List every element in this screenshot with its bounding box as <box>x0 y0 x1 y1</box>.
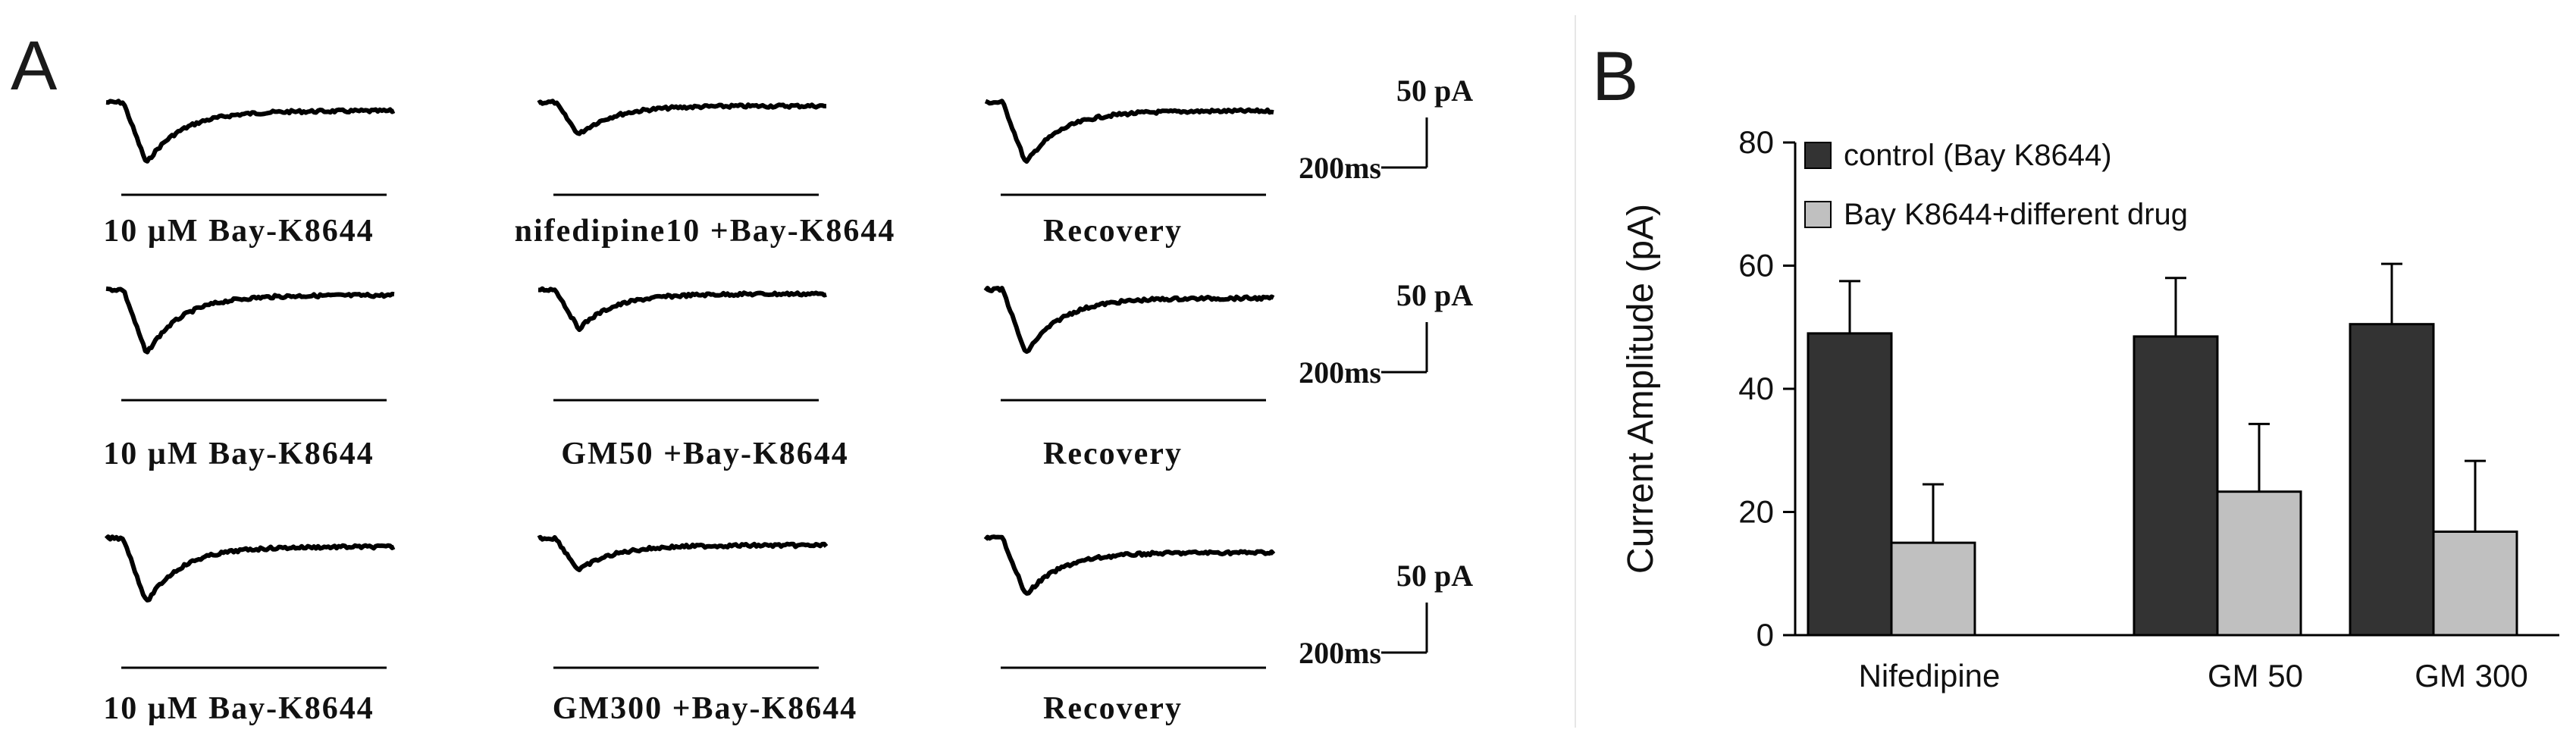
y-tick-label: 80 <box>1738 124 1774 160</box>
legend-swatch <box>1804 201 1832 228</box>
trace-label: nifedipine10 +Bay-K8644 <box>515 214 896 249</box>
current-trace <box>984 99 1274 164</box>
scale-current-label: 50 pA <box>1396 559 1473 593</box>
y-tick-label: 20 <box>1738 494 1774 530</box>
x-category-label: Nifedipine <box>1859 658 2001 693</box>
current-trace <box>537 534 829 572</box>
trace-label: 10 µM Bay-K8644 <box>103 214 374 249</box>
bar <box>2432 531 2518 637</box>
current-trace <box>537 99 827 136</box>
scale-time-label: 200ms <box>1299 636 1381 670</box>
current-traces-panel: 10 µM Bay-K8644 nifedipine10 +Bay-K8644 Re… <box>103 74 1473 726</box>
y-tick-label: 40 <box>1738 371 1774 406</box>
current-trace <box>983 286 1275 354</box>
trace-label: 10 µM Bay-K8644 <box>103 437 374 471</box>
trace-label: GM50 +Bay-K8644 <box>561 437 848 471</box>
current-trace <box>105 286 395 355</box>
x-category-label: GM 300 <box>2415 658 2527 693</box>
current-trace <box>105 99 396 164</box>
y-tick-label: 0 <box>1757 617 1774 653</box>
bar <box>1890 541 1976 637</box>
current-trace <box>537 286 827 333</box>
trace-label: Recovery <box>1043 437 1183 471</box>
legend-swatch <box>1804 142 1832 169</box>
panel-label-b: B <box>1592 38 1638 115</box>
y-tick-label: 60 <box>1738 248 1774 283</box>
scale-time-label: 200ms <box>1299 151 1381 185</box>
legend-label: control (Bay K8644) <box>1844 139 2112 172</box>
y-axis-title: Current Amplitude (pA) <box>1621 204 1661 574</box>
trace-label: GM300 +Bay-K8644 <box>553 691 857 726</box>
panel-label-a: A <box>11 27 58 105</box>
scale-time-label: 200ms <box>1299 355 1381 390</box>
trace-label: Recovery <box>1043 691 1183 726</box>
legend-label: Bay K8644+different drug <box>1844 198 2188 231</box>
trace-label: 10 µM Bay-K8644 <box>103 691 374 726</box>
bar <box>2133 335 2219 637</box>
scale-current-label: 50 pA <box>1396 74 1473 108</box>
current-trace <box>104 534 396 603</box>
scale-current-label: 50 pA <box>1396 278 1473 312</box>
trace-label: Recovery <box>1043 214 1183 249</box>
bar <box>2216 490 2302 637</box>
bar <box>1807 332 1893 637</box>
current-trace <box>983 534 1276 596</box>
x-category-label: GM 50 <box>2208 658 2303 693</box>
bar-chart-panel: 0 20 40 60 80 Current Amplitude (pA) Nifedipin… <box>1621 124 2559 693</box>
bar <box>2349 323 2435 637</box>
